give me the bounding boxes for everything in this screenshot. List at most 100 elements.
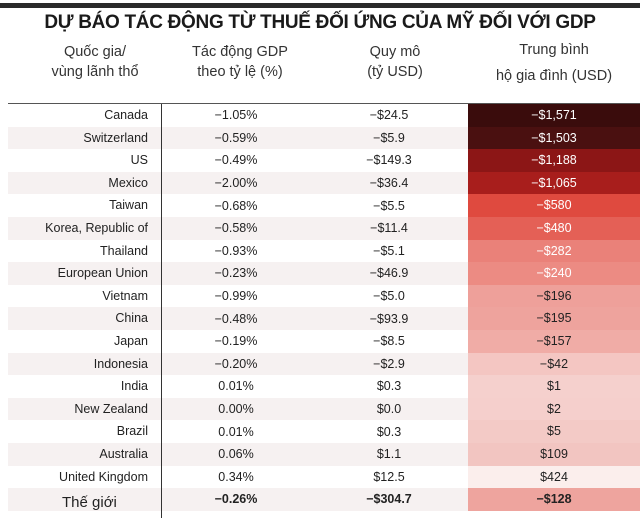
header-scale: Quy mô (tỷ USD) — [315, 42, 475, 82]
cell-household: −$580 — [468, 194, 640, 217]
cell-scale: −$2.9 — [373, 356, 405, 371]
cell-scale: $0.0 — [376, 402, 402, 417]
table-row: Australia 0.06% $1.1 $109 — [8, 442, 640, 466]
table-row: US −0.49% −$149.3 −$1,188 — [8, 149, 640, 172]
cell-country: Australia — [8, 442, 162, 466]
header-line: theo tỷ lệ (%) — [197, 64, 283, 80]
cell-gdp-pct: −0.49% — [214, 153, 258, 168]
table-row: Taiwan −0.68% −$5.5 −$580 — [8, 194, 640, 217]
cell-household: −$195 — [468, 307, 640, 330]
table-row: United Kingdom 0.34% $12.5 $424 — [8, 465, 640, 489]
table-row: India 0.01% $0.3 $1 — [8, 375, 640, 398]
total-row: Thế giới −0.26% −$304.7 −$128 — [8, 488, 640, 518]
cell-household: −$157 — [468, 329, 640, 353]
cell-gdp-pct: −1.05% — [214, 108, 258, 123]
header-household: Trung bình hộ gia đình (USD) — [468, 37, 640, 89]
cell-country: Vietnam — [8, 284, 162, 308]
cell-household: −$42 — [468, 352, 640, 376]
cell-scale: −$5.1 — [373, 243, 405, 258]
table-row: Korea, Republic of −0.58% −$11.4 −$480 — [8, 216, 640, 240]
cell-scale: −$24.5 — [369, 108, 409, 123]
cell-scale: $0.3 — [376, 424, 402, 439]
cell-household: −$282 — [468, 239, 640, 263]
cell-scale: $1.1 — [376, 447, 402, 462]
header-line: Tác động GDP — [192, 44, 288, 60]
cell-country: India — [8, 375, 162, 398]
cell-household: $5 — [468, 420, 640, 443]
cell-scale: −$5.0 — [373, 289, 405, 304]
cell-household: $1 — [468, 375, 640, 398]
cell-gdp-pct: 0.01% — [218, 424, 254, 439]
cell-household: −$196 — [468, 284, 640, 308]
page-title: DỰ BÁO TÁC ĐỘNG TỪ THUẾ ĐỐI ỨNG CỦA MỸ Đ… — [44, 12, 596, 33]
header-line: Quy mô — [369, 44, 421, 60]
top-rule — [0, 3, 640, 8]
header-gdp-pct: Tác động GDP theo tỷ lệ (%) — [165, 42, 315, 82]
cell-scale: −$11.4 — [370, 221, 408, 236]
cell-household: −$1,503 — [468, 126, 640, 150]
header-line: vùng lãnh thổ — [51, 64, 139, 80]
cell-scale: −$36.4 — [369, 176, 409, 191]
cell-scale: −$93.9 — [369, 311, 409, 326]
cell-scale: $0.3 — [376, 379, 402, 394]
header-line: Trung bình — [519, 42, 589, 58]
cell-gdp-pct: 0.34% — [218, 469, 254, 484]
table-row: Brazil 0.01% $0.3 $5 — [8, 420, 640, 443]
header-line: Quốc gia/ — [63, 44, 127, 60]
cell-country: Indonesia — [8, 352, 162, 376]
cell-scale: −$5.9 — [373, 130, 405, 145]
cell-scale: −$149.3 — [366, 153, 412, 168]
cell-scale: −$5.5 — [373, 198, 405, 213]
cell-gdp-pct: −0.23% — [214, 266, 258, 281]
cell-gdp-pct: −2.00% — [214, 176, 258, 191]
table-row: China −0.48% −$93.9 −$195 — [8, 307, 640, 330]
cell-household: −$1,571 — [468, 104, 640, 127]
table-row: Indonesia −0.20% −$2.9 −$42 — [8, 352, 640, 376]
cell-scale: −$46.9 — [369, 266, 409, 281]
cell-household: −$240 — [468, 262, 640, 285]
data-table: Canada −1.05% −$24.5 −$1,571 Switzerland −0.5… — [8, 103, 640, 518]
cell-gdp-pct: −0.58% — [214, 221, 258, 236]
header-line: hộ gia đình (USD) — [495, 68, 613, 84]
cell-country: Japan — [8, 329, 162, 353]
cell-gdp-pct: 0.06% — [218, 447, 254, 462]
cell-country: China — [8, 307, 162, 330]
cell-country: Thế giới — [8, 488, 162, 518]
cell-scale: −$304.7 — [366, 492, 412, 507]
cell-gdp-pct: −0.93% — [214, 243, 258, 258]
table-row: Vietnam −0.99% −$5.0 −$196 — [8, 284, 640, 308]
cell-gdp-pct: −0.99% — [214, 289, 258, 304]
cell-country: Taiwan — [8, 194, 162, 217]
cell-household: $424 — [468, 465, 640, 489]
cell-household: −$128 — [468, 488, 640, 511]
cell-scale: $12.5 — [373, 469, 405, 484]
cell-household: −$480 — [468, 216, 640, 240]
cell-household: $2 — [468, 397, 640, 421]
table-row: European Union −0.23% −$46.9 −$240 — [8, 262, 640, 285]
table-row: New Zealand 0.00% $0.0 $2 — [8, 397, 640, 421]
table-row: Thailand −0.93% −$5.1 −$282 — [8, 239, 640, 263]
cell-gdp-pct: −0.26% — [214, 492, 258, 507]
cell-country: Thailand — [8, 239, 162, 263]
cell-country: United Kingdom — [8, 465, 162, 489]
cell-gdp-pct: 0.00% — [218, 402, 254, 417]
cell-gdp-pct: −0.59% — [214, 130, 258, 145]
header-country: Quốc gia/vùng lãnh thổ — [20, 42, 170, 82]
cell-gdp-pct: −0.19% — [214, 334, 258, 349]
header-line: (tỷ USD) — [367, 64, 423, 80]
cell-country: US — [8, 149, 162, 172]
cell-household: −$1,188 — [468, 149, 640, 172]
cell-country: European Union — [8, 262, 162, 285]
cell-country: Brazil — [8, 420, 162, 443]
table-row: Canada −1.05% −$24.5 −$1,571 — [8, 104, 640, 127]
cell-country: Mexico — [8, 171, 162, 195]
cell-gdp-pct: −0.48% — [214, 311, 258, 326]
cell-scale: −$8.5 — [373, 334, 405, 349]
cell-gdp-pct: −0.20% — [214, 356, 258, 371]
table-row: Mexico −2.00% −$36.4 −$1,065 — [8, 171, 640, 195]
cell-household: $109 — [468, 442, 640, 466]
cell-country: Korea, Republic of — [8, 216, 162, 240]
table-row: Japan −0.19% −$8.5 −$157 — [8, 329, 640, 353]
cell-country: Canada — [8, 104, 162, 127]
table-row: Switzerland −0.59% −$5.9 −$1,503 — [8, 126, 640, 150]
